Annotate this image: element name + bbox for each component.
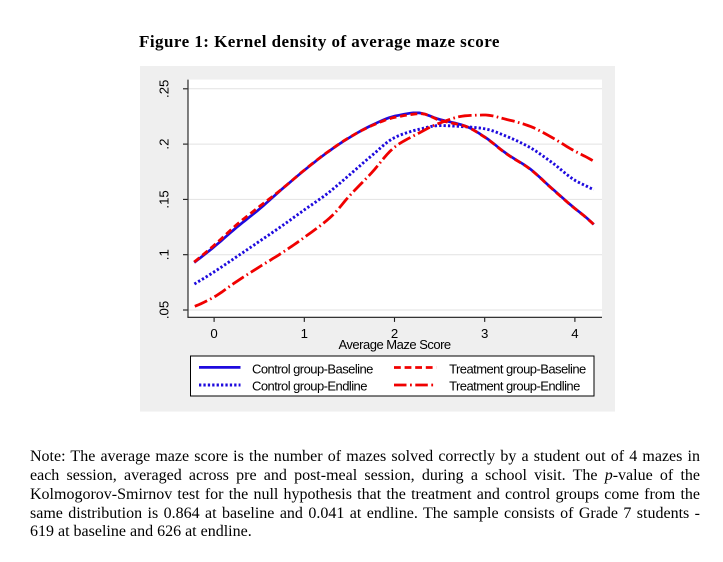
svg-text:1: 1 — [301, 326, 308, 341]
svg-text:Control group-Baseline: Control group-Baseline — [252, 361, 373, 376]
svg-text:0: 0 — [210, 326, 217, 341]
svg-text:.15: .15 — [157, 190, 172, 208]
svg-text:Treatment group-Endline: Treatment group-Endline — [449, 378, 580, 393]
svg-text:.05: .05 — [157, 301, 172, 319]
svg-text:.25: .25 — [157, 80, 172, 98]
svg-text:.1: .1 — [157, 249, 172, 260]
svg-text:Average Maze Score: Average Maze Score — [339, 337, 451, 352]
svg-text:4: 4 — [571, 326, 578, 341]
svg-text:Treatment group-Baseline: Treatment group-Baseline — [449, 361, 586, 376]
svg-text:.2: .2 — [157, 139, 172, 150]
svg-text:2: 2 — [391, 326, 398, 341]
svg-text:Control group-Endline: Control group-Endline — [252, 378, 367, 393]
svg-text:3: 3 — [481, 326, 488, 341]
